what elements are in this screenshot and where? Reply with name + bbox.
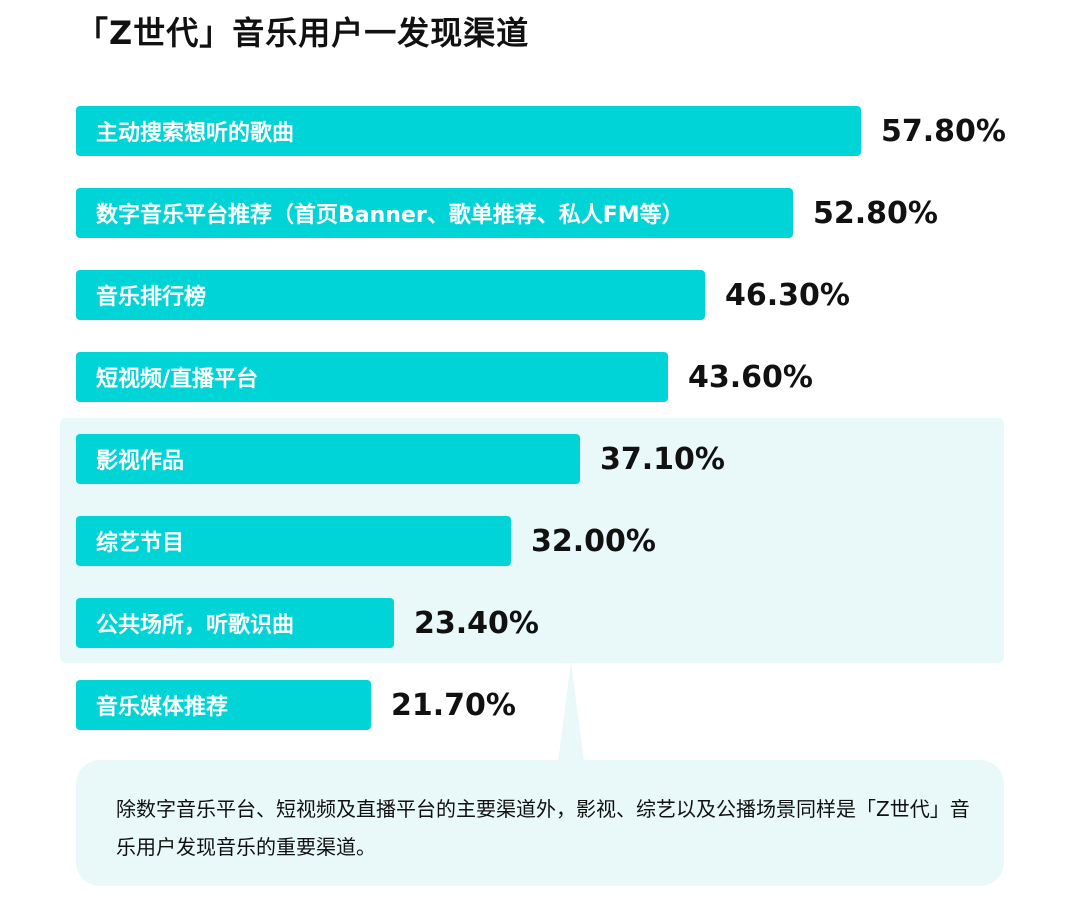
bar-value-label: 21.70% — [391, 687, 516, 723]
bar-value-label: 37.10% — [600, 441, 725, 477]
bar-value-label: 23.40% — [414, 605, 539, 641]
bar-value-label: 46.30% — [725, 277, 850, 313]
bar: 数字音乐平台推荐（首页Banner、歌单推荐、私人FM等） — [76, 188, 793, 238]
bar-category-label: 公共场所，听歌识曲 — [96, 613, 295, 638]
bar-category-label: 综艺节目 — [96, 531, 185, 556]
bar-value-label: 43.60% — [688, 359, 813, 395]
bar-category-label: 主动搜索想听的歌曲 — [96, 121, 295, 146]
bar: 公共场所，听歌识曲 — [76, 598, 394, 648]
bar-value-label: 32.00% — [531, 523, 656, 559]
bar: 音乐媒体推荐 — [76, 680, 371, 730]
bar: 短视频/直播平台 — [76, 352, 668, 402]
bar: 音乐排行榜 — [76, 270, 705, 320]
bar-category-label: 音乐排行榜 — [96, 285, 207, 310]
callout-text: 除数字音乐平台、短视频及直播平台的主要渠道外，影视、综艺以及公播场景同样是「Z世… — [116, 797, 970, 859]
callout-box — [76, 760, 1004, 886]
bar: 综艺节目 — [76, 516, 511, 566]
bar: 影视作品 — [76, 434, 580, 484]
bar-value-label: 52.80% — [813, 195, 938, 231]
bar-category-label: 音乐媒体推荐 — [96, 695, 229, 720]
bar-category-label: 短视频/直播平台 — [96, 367, 259, 392]
bar-category-label: 数字音乐平台推荐（首页Banner、歌单推荐、私人FM等） — [96, 203, 684, 228]
bar-value-label: 57.80% — [881, 113, 1006, 149]
bar-category-label: 影视作品 — [96, 449, 185, 474]
callout-pointer — [558, 662, 584, 762]
chart-title: 「Z世代」音乐用户一发现渠道 — [76, 14, 530, 52]
bar: 主动搜索想听的歌曲 — [76, 106, 861, 156]
